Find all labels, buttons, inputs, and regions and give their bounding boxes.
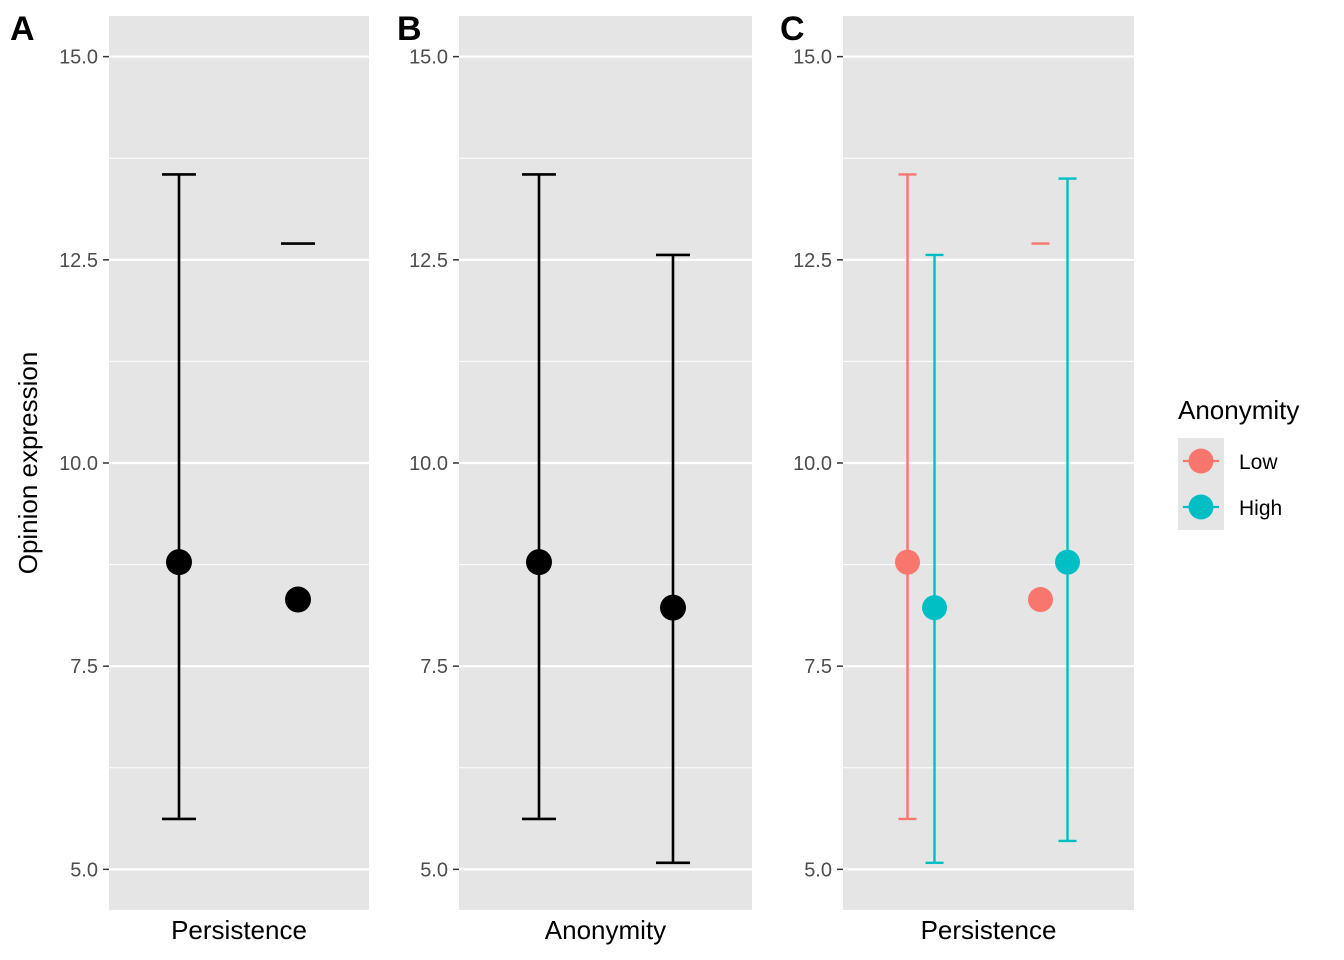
legend-key-dot <box>1188 448 1214 474</box>
panel-c: 5.0 7.5 10.0 12.5 15.0C Persistence <box>780 10 1134 945</box>
data-point-group <box>522 173 556 821</box>
legend-label: High <box>1239 497 1282 520</box>
data-point <box>526 549 552 576</box>
panel-a: 5.0 7.5 10.0 12.5 15.0 A Persistence Opinion ex… <box>10 10 369 945</box>
data-point <box>895 549 920 575</box>
data-point <box>660 594 686 621</box>
y-tick-label: 7.5 <box>420 656 448 678</box>
panel-label: B <box>397 10 422 48</box>
legend-item-high: High <box>1178 484 1282 530</box>
y-tick-label: 5.0 <box>420 859 448 881</box>
legend: Anonymity Low High <box>1178 395 1299 530</box>
data-point <box>285 586 311 613</box>
data-point <box>922 595 947 621</box>
y-tick-label: 5.0 <box>70 859 98 881</box>
y-tick-label: 5.0 <box>804 859 832 881</box>
y-axis-title: Opinion expression <box>13 352 43 575</box>
x-axis-title: Persistence <box>921 915 1057 945</box>
legend-key-dot <box>1188 494 1214 520</box>
panel-label: A <box>10 10 35 48</box>
legend-label: Low <box>1239 451 1278 474</box>
x-axis-title: Anonymity <box>545 915 666 945</box>
y-tick-label: 10.0 <box>409 453 448 475</box>
y-tick-label: 7.5 <box>804 656 832 678</box>
y-tick-label: 15.0 <box>409 47 448 69</box>
legend-item-low: Low <box>1178 438 1278 484</box>
data-point-group <box>922 253 947 865</box>
x-axis-title: Persistence <box>171 915 307 945</box>
data-point-group <box>895 173 920 821</box>
data-point <box>166 549 192 576</box>
y-tick-label: 10.0 <box>59 453 98 475</box>
panel-b: 5.0 7.5 10.0 12.5 15.0B Anonymity <box>397 10 752 945</box>
y-tick-label: 15.0 <box>59 47 98 69</box>
panel-label: C <box>780 10 805 48</box>
data-point-group <box>1028 242 1053 613</box>
data-point-group <box>162 173 196 821</box>
data-point-group <box>281 242 315 613</box>
y-tick-label: 7.5 <box>70 656 98 678</box>
y-tick-label: 15.0 <box>793 47 832 69</box>
data-point <box>1055 549 1080 575</box>
y-tick-label: 12.5 <box>793 250 832 272</box>
y-tick-label: 12.5 <box>59 250 98 272</box>
data-point-group <box>656 253 690 865</box>
y-tick-label: 12.5 <box>409 250 448 272</box>
data-point <box>1028 587 1053 613</box>
data-point-group <box>1055 177 1080 843</box>
y-tick-label: 10.0 <box>793 453 832 475</box>
legend-title: Anonymity <box>1178 395 1299 425</box>
